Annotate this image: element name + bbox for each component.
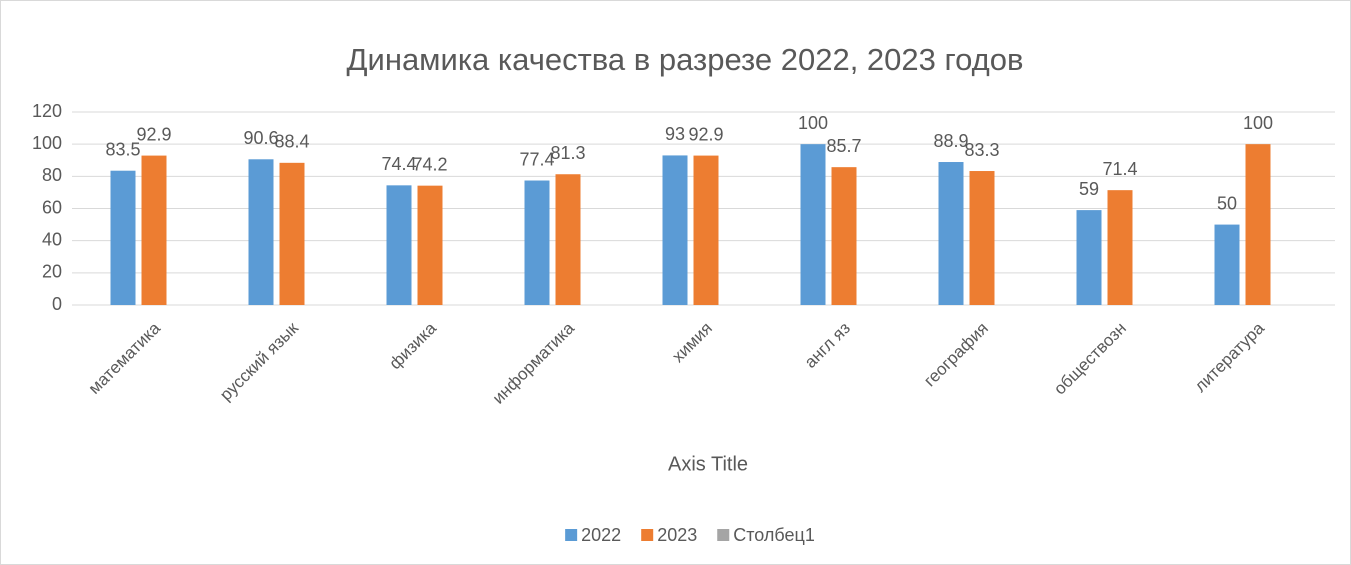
- data-label: 77.4: [519, 149, 554, 169]
- data-label: 50: [1217, 193, 1237, 213]
- bar: [524, 180, 550, 305]
- bar: [1076, 210, 1102, 305]
- data-label: 71.4: [1102, 159, 1137, 179]
- data-label: 92.9: [688, 124, 723, 144]
- bar: [693, 155, 719, 305]
- y-tick-label: 100: [32, 133, 62, 153]
- y-tick-label: 0: [52, 294, 62, 314]
- y-tick-label: 120: [32, 101, 62, 121]
- data-label: 93: [665, 124, 685, 144]
- data-label: 85.7: [826, 136, 861, 156]
- legend-swatch: [641, 529, 654, 541]
- bar: [386, 185, 412, 305]
- legend-label: 2022: [581, 525, 621, 545]
- data-label: 100: [1243, 113, 1273, 133]
- bar: [279, 162, 305, 305]
- legend-label: 2023: [657, 525, 697, 545]
- x-axis-title: Axis Title: [668, 453, 748, 475]
- bar: [555, 174, 581, 305]
- legend-swatch: [565, 529, 578, 541]
- data-label: 88.4: [274, 132, 309, 152]
- bar: [1107, 190, 1133, 305]
- data-label: 81.3: [550, 143, 585, 163]
- bar: [110, 170, 136, 305]
- data-label: 83.3: [964, 140, 999, 160]
- bar: [969, 171, 995, 305]
- bar: [938, 162, 964, 305]
- bar: [248, 159, 274, 305]
- legend-swatch: [717, 529, 730, 541]
- data-label: 100: [798, 113, 828, 133]
- data-label: 92.9: [136, 124, 171, 144]
- y-tick-label: 40: [42, 229, 62, 249]
- data-label: 74.4: [381, 154, 416, 174]
- bar: [1245, 144, 1271, 305]
- y-tick-label: 20: [42, 262, 62, 282]
- y-tick-label: 80: [42, 165, 62, 185]
- data-label: 83.5: [105, 139, 140, 159]
- y-tick-label: 60: [42, 197, 62, 217]
- bar: [141, 155, 167, 305]
- bar: [1214, 224, 1240, 305]
- bar: [662, 155, 688, 305]
- legend-label: Столбец1: [733, 525, 815, 545]
- bar: [831, 167, 857, 305]
- data-label: 74.2: [412, 154, 447, 174]
- data-label: 88.9: [933, 131, 968, 151]
- bar: [800, 144, 826, 305]
- bar: [417, 185, 443, 305]
- data-label: 90.6: [243, 128, 278, 148]
- chart-title: Динамика качества в разрезе 2022, 2023 г…: [347, 42, 1024, 77]
- data-label: 59: [1079, 179, 1099, 199]
